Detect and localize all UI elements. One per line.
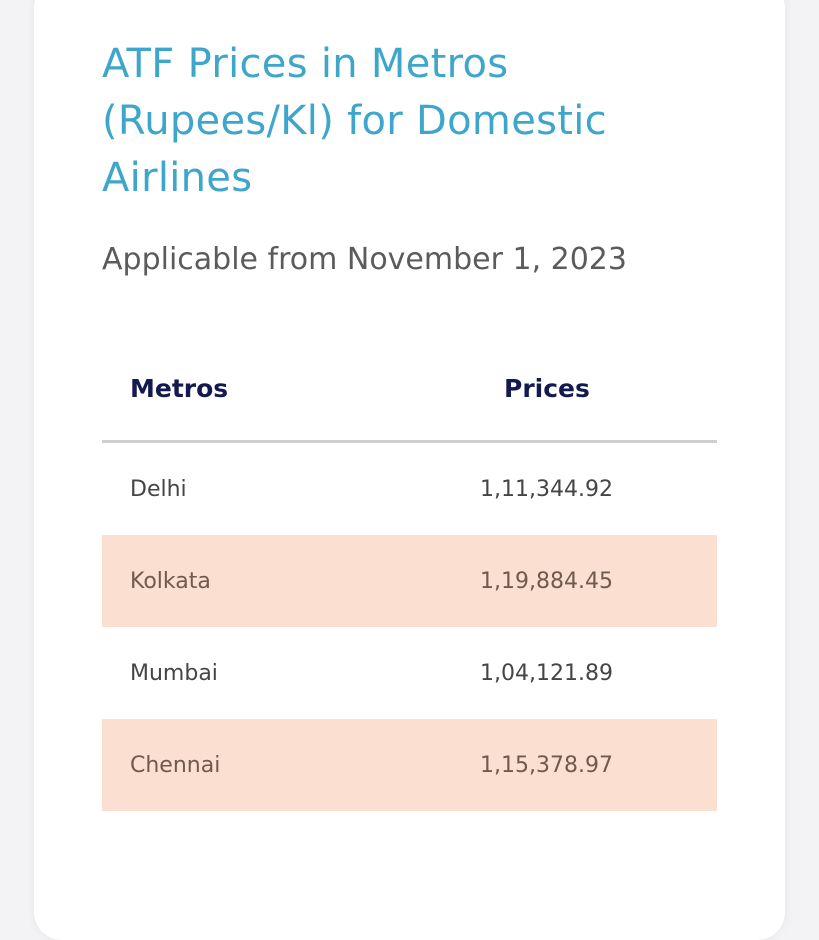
card-subtitle: Applicable from November 1, 2023 <box>102 242 627 277</box>
metro-cell: Mumbai <box>130 660 218 686</box>
metro-cell: Delhi <box>130 476 187 502</box>
header-metros: Metros <box>130 373 229 403</box>
metro-cell: Chennai <box>130 752 221 778</box>
card-title: ATF Prices in Metros (Rupees/Kl) for Dom… <box>102 41 607 201</box>
table-row: Mumbai 1,04,121.89 <box>102 627 717 719</box>
price-table: Metros Prices Delhi 1,11,344.92 Kolkata … <box>102 336 717 811</box>
table-header: Metros Prices <box>102 336 717 443</box>
table-row: Kolkata 1,19,884.45 <box>102 535 717 627</box>
metro-cell: Kolkata <box>130 568 211 594</box>
price-cell: 1,04,121.89 <box>480 660 613 686</box>
header-prices: Prices <box>504 373 590 403</box>
table-row: Chennai 1,15,378.97 <box>102 719 717 811</box>
price-cell: 1,19,884.45 <box>480 568 613 594</box>
table-row: Delhi 1,11,344.92 <box>102 443 717 535</box>
price-cell: 1,15,378.97 <box>480 752 613 778</box>
price-cell: 1,11,344.92 <box>480 476 613 502</box>
